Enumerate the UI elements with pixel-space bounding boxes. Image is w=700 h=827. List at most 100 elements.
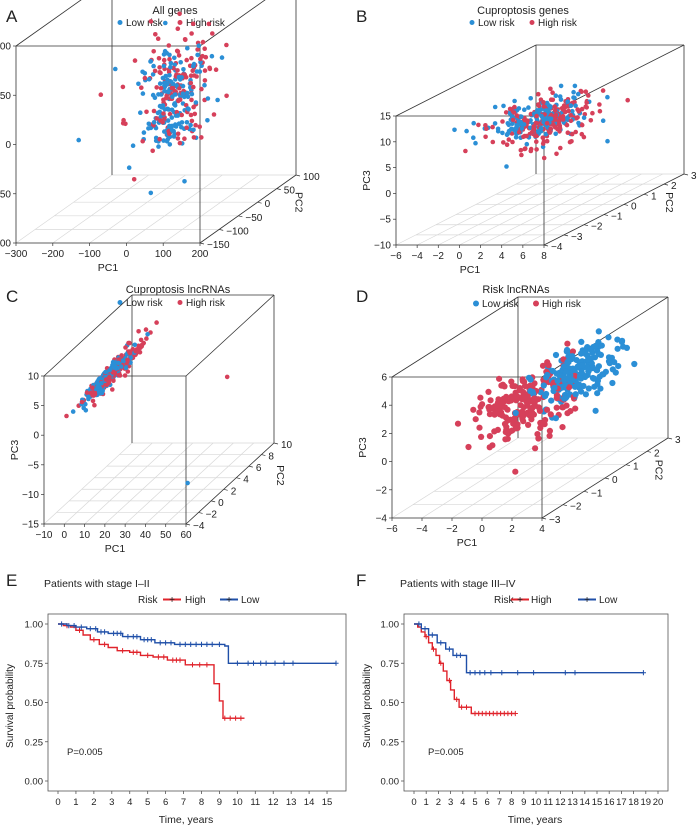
legend-low-dot xyxy=(473,300,479,307)
x-axis-title: PC1 xyxy=(105,543,126,555)
low-risk-point xyxy=(172,55,177,61)
high-censor-mark xyxy=(155,654,161,660)
low-censor-mark xyxy=(290,660,296,666)
floor-grid-line xyxy=(84,442,173,525)
legend-low-cross: + xyxy=(226,595,232,606)
high-risk-point xyxy=(177,85,182,91)
high-risk-point xyxy=(573,129,578,135)
box-edge xyxy=(185,442,275,525)
high-risk-point xyxy=(157,136,162,142)
high-risk-point xyxy=(142,75,148,81)
low-risk-point xyxy=(138,110,143,115)
panel-e-plot: 0.000.250.500.751.000 1 2 3 4 5 6 7 8 9 10 11 12 13 14… xyxy=(25,613,347,808)
floor-grid-line xyxy=(416,173,558,246)
high-risk-point xyxy=(548,126,553,131)
high-risk-point xyxy=(104,382,110,388)
high-risk-point xyxy=(183,75,189,80)
high-risk-point xyxy=(504,142,510,147)
legend-low-cross: + xyxy=(584,595,590,606)
high-risk-point xyxy=(537,419,544,426)
high-risk-point xyxy=(524,397,531,404)
low-censor-mark xyxy=(93,626,99,632)
low-risk-point xyxy=(115,360,121,366)
high-risk-point xyxy=(537,424,544,431)
low-risk-point xyxy=(132,342,138,348)
low-risk-point xyxy=(205,96,211,101)
high-risk-point xyxy=(575,115,580,120)
high-risk-point xyxy=(558,145,563,151)
x-tick-label: 6 xyxy=(485,797,490,808)
box-edge xyxy=(43,294,133,377)
high-censor-mark xyxy=(204,662,210,668)
low-risk-point xyxy=(539,113,544,119)
high-risk-point xyxy=(535,435,542,442)
low-risk-point xyxy=(167,142,173,147)
high-risk-point xyxy=(516,129,522,135)
high-risk-point xyxy=(541,155,547,161)
high-risk-point xyxy=(583,89,589,94)
high-risk-point xyxy=(525,118,530,123)
y-tick-label: −2 xyxy=(206,509,218,520)
low-risk-point xyxy=(556,371,563,378)
low-risk-point xyxy=(578,388,585,395)
y-tick-label: 0.25 xyxy=(381,737,400,748)
low-risk-point xyxy=(167,123,172,129)
high-risk-point xyxy=(175,131,181,137)
high-risk-point xyxy=(565,130,571,135)
low-risk-point xyxy=(186,107,191,112)
high-risk-point xyxy=(548,86,553,92)
y-tick-label: −4 xyxy=(193,521,205,532)
low-risk-point xyxy=(573,103,578,108)
high-risk-point xyxy=(120,84,126,90)
legend-high-cross: + xyxy=(169,595,175,606)
high-risk-point xyxy=(486,433,493,440)
high-risk-point xyxy=(512,104,517,110)
z-tick-label: −50 xyxy=(0,189,11,200)
low-risk-point xyxy=(151,63,156,69)
high-risk-point xyxy=(551,122,556,128)
z-tick-label: −4 xyxy=(376,514,388,525)
low-risk-point xyxy=(167,73,172,78)
high-censor-mark xyxy=(91,637,97,643)
legend-low-dot xyxy=(117,20,123,25)
high-risk-point xyxy=(510,117,516,123)
x-tick-label: 10 xyxy=(79,530,91,541)
low-risk-point xyxy=(506,128,512,134)
y-tick-label: 100 xyxy=(303,172,320,183)
y-tick-label: 0.50 xyxy=(381,698,400,709)
high-risk-point xyxy=(541,100,546,105)
low-risk-point xyxy=(195,52,200,58)
high-risk-point xyxy=(568,118,574,124)
high-risk-point xyxy=(536,91,541,97)
low-risk-point xyxy=(169,127,175,133)
legend-low-dot xyxy=(469,20,475,25)
high-risk-point xyxy=(528,416,535,423)
x-tick-label: 6 xyxy=(163,797,168,808)
high-risk-point xyxy=(192,111,198,117)
box-edge xyxy=(395,44,537,117)
low-censor-mark xyxy=(209,641,215,647)
y-tick-label: 0 xyxy=(218,498,224,509)
low-risk-point xyxy=(173,124,179,129)
low-risk-point xyxy=(569,353,576,360)
high-risk-point xyxy=(103,377,109,382)
high-risk-point xyxy=(502,436,509,443)
low-risk-point xyxy=(575,91,581,97)
high-censor-mark xyxy=(512,710,518,717)
legend-high-cross: + xyxy=(517,595,523,606)
low-censor-mark xyxy=(125,634,131,640)
low-risk-point xyxy=(153,138,159,143)
y-axis-title: PC2 xyxy=(663,192,675,213)
high-risk-point xyxy=(132,58,138,63)
low-risk-point xyxy=(544,108,549,113)
x-tick-label: 10 xyxy=(531,797,542,808)
high-risk-point xyxy=(501,140,506,145)
x-tick-label: −4 xyxy=(416,524,428,535)
high-risk-point xyxy=(174,48,180,54)
y-tick-label: 1.00 xyxy=(381,620,400,631)
low-risk-point xyxy=(172,101,177,107)
x-tick-label: 14 xyxy=(580,797,591,808)
low-risk-point xyxy=(151,120,157,125)
